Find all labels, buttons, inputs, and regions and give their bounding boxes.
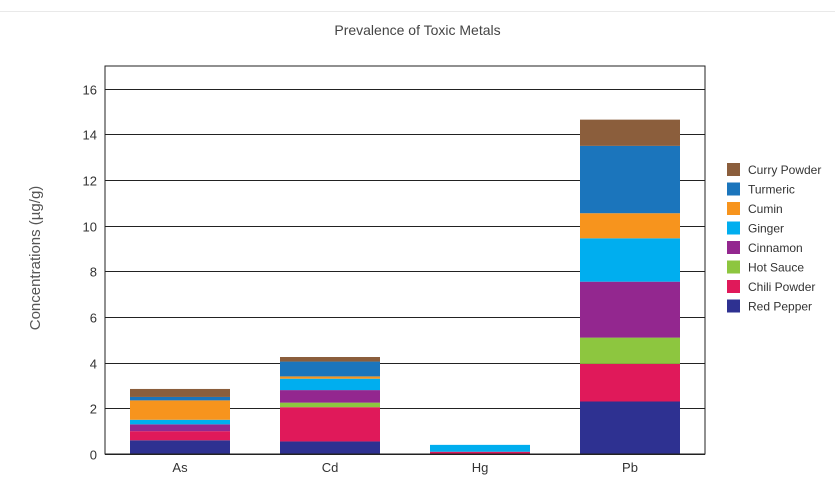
bar-segment-ginger bbox=[430, 444, 530, 452]
legend-swatch bbox=[727, 221, 740, 235]
y-tick-label: 0 bbox=[90, 448, 97, 463]
bar-segment-red-pepper bbox=[130, 440, 230, 454]
legend-swatch bbox=[727, 280, 740, 293]
bar-segment-hot-sauce bbox=[280, 402, 380, 408]
x-tick-label: Pb bbox=[622, 460, 638, 475]
legend-item: Red Pepper bbox=[727, 299, 812, 314]
y-tick-label: 4 bbox=[90, 357, 97, 372]
legend-swatch bbox=[727, 163, 740, 176]
legend-item: Chili Powder bbox=[727, 280, 815, 294]
legend-label: Red Pepper bbox=[748, 300, 812, 314]
bar-segment-chili-powder bbox=[280, 407, 380, 442]
bar-segment-cinnamon bbox=[130, 424, 230, 432]
bar-stack-cd bbox=[280, 357, 380, 454]
y-tick-label: 12 bbox=[83, 174, 97, 189]
bar-segment-curry-powder bbox=[280, 357, 380, 362]
y-tick-label: 16 bbox=[83, 83, 97, 98]
legend-label: Chili Powder bbox=[748, 280, 815, 294]
bar-segment-chili-powder bbox=[130, 431, 230, 441]
bar-segment-red-pepper bbox=[280, 441, 380, 454]
legend-item: Curry Powder bbox=[727, 163, 821, 177]
bar-segment-cinnamon bbox=[580, 281, 680, 338]
top-divider bbox=[0, 11, 835, 12]
bar-segment-cumin bbox=[130, 400, 230, 420]
bar-segment-chili-powder bbox=[430, 451, 530, 454]
legend-item: Hot Sauce bbox=[727, 260, 804, 275]
bar-segment-chili-powder bbox=[580, 363, 680, 402]
y-tick-label: 14 bbox=[83, 128, 97, 143]
bar-segment-turmeric bbox=[280, 361, 380, 377]
bar-segment-ginger bbox=[280, 378, 380, 391]
legend: Curry Powder Turmeric Cumin Ginger Cinnamon H… bbox=[727, 163, 821, 314]
legend-item: Ginger bbox=[727, 221, 784, 236]
bar-segment-red-pepper bbox=[580, 401, 680, 454]
bar-segment-turmeric bbox=[580, 145, 680, 214]
legend-label: Curry Powder bbox=[748, 163, 821, 177]
legend-swatch bbox=[727, 202, 740, 215]
chart-title: Prevalence of Toxic Metals bbox=[334, 22, 501, 38]
bar-segment-cumin bbox=[280, 376, 380, 379]
legend-label: Cumin bbox=[748, 202, 783, 216]
legend-label: Hot Sauce bbox=[748, 261, 804, 275]
x-tick-label: Hg bbox=[472, 460, 489, 475]
legend-swatch bbox=[727, 260, 740, 274]
axes: 0 2 4 6 8 10 12 14 16 As Cd Hg Pb bbox=[83, 65, 706, 475]
legend-swatch bbox=[727, 241, 740, 254]
legend-label: Ginger bbox=[748, 222, 784, 236]
legend-label: Turmeric bbox=[748, 183, 795, 197]
bar-stack-pb bbox=[580, 119, 680, 454]
x-tick-label: As bbox=[172, 460, 188, 475]
bar-stack-as bbox=[130, 388, 230, 454]
legend-swatch bbox=[727, 182, 740, 196]
bar-segment-ginger bbox=[130, 419, 230, 425]
legend-item: Cumin bbox=[727, 202, 783, 216]
y-tick-label: 10 bbox=[83, 220, 97, 235]
legend-item: Turmeric bbox=[727, 182, 795, 197]
legend-item: Cinnamon bbox=[727, 241, 803, 255]
legend-label: Cinnamon bbox=[748, 241, 803, 255]
y-tick-label: 8 bbox=[90, 265, 97, 280]
x-tick-label: Cd bbox=[322, 460, 339, 475]
bar-stacks bbox=[130, 119, 680, 454]
plot-frame bbox=[104, 65, 706, 455]
y-axis-title: Concentrations (µg/g) bbox=[27, 186, 44, 331]
y-tick-label: 6 bbox=[90, 311, 97, 326]
bar-stack-hg bbox=[430, 444, 530, 454]
bar-segment-cinnamon bbox=[280, 390, 380, 403]
bar-segment-curry-powder bbox=[580, 119, 680, 146]
y-tick-label: 2 bbox=[90, 402, 97, 417]
bar-segment-ginger bbox=[580, 238, 680, 282]
bar-segment-cumin bbox=[580, 213, 680, 239]
legend-swatch bbox=[727, 299, 740, 313]
bar-segment-curry-powder bbox=[130, 388, 230, 397]
bar-segment-turmeric bbox=[130, 396, 230, 401]
bar-segment-hot-sauce bbox=[580, 337, 680, 364]
